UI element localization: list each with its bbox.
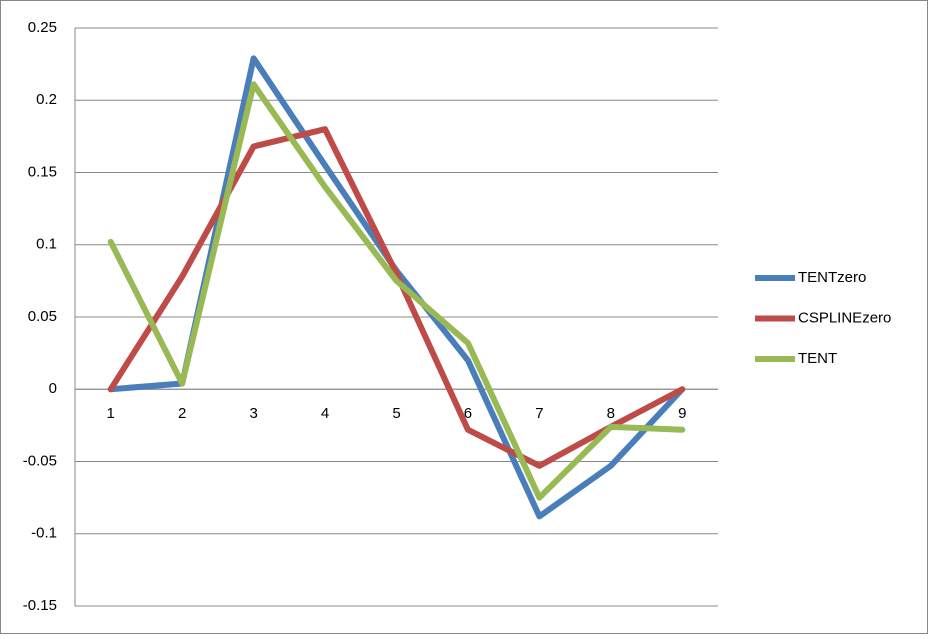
x-tick-label: 1 [107, 405, 115, 422]
x-tick-label: 8 [607, 405, 615, 422]
x-tick-label: 6 [464, 405, 472, 422]
x-tick-label: 7 [535, 405, 543, 422]
y-tick-label: 0 [49, 380, 57, 397]
x-tick-label: 3 [249, 405, 257, 422]
x-tick-label: 9 [678, 405, 686, 422]
y-tick-label: -0.1 [31, 525, 57, 542]
series-line [107, 81, 686, 501]
y-tick-label: 0.05 [28, 308, 57, 325]
y-tick-label: 0.25 [28, 19, 57, 36]
y-tick-label: -0.15 [23, 597, 57, 614]
series-line [107, 126, 686, 469]
x-tick-label: 2 [178, 405, 186, 422]
legend-label: CSPLINEzero [798, 309, 891, 326]
y-tick-label: 0.15 [28, 163, 57, 180]
x-tick-label: 4 [321, 405, 329, 422]
y-tick-label: 0.1 [36, 236, 57, 253]
legend-label: TENT [798, 350, 837, 367]
x-tick-label: 5 [392, 405, 400, 422]
y-tick-label: -0.05 [23, 452, 57, 469]
y-tick-label: 0.2 [36, 91, 57, 108]
legend-label: TENTzero [798, 269, 866, 286]
